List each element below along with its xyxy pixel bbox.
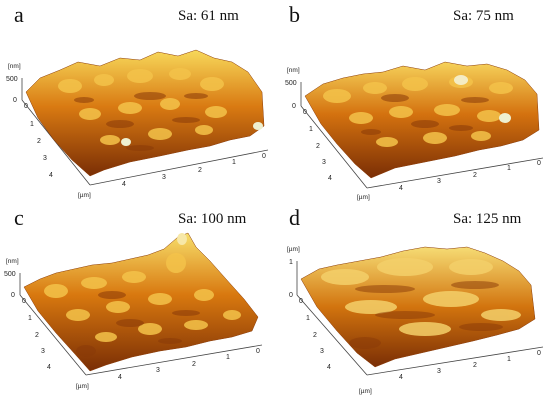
afm-surface-d: [µm] 1 0 0 1 2 3 4 4 3 2 1 0 [µm]: [287, 246, 544, 395]
bottom-tick-3: 3: [156, 367, 160, 374]
z-tick-top: 500: [285, 80, 297, 87]
panel-letter: a: [14, 2, 24, 27]
x-unit-label: [µm]: [357, 194, 370, 201]
bottom-tick-0: 0: [262, 153, 266, 160]
bottom-tick-0: 0: [256, 348, 260, 355]
afm-panel-b: [nm] 500 0 0 1 2 3 4 4 3 2 1 0 [µm] b Sa…: [275, 0, 550, 203]
bottom-tick-2: 2: [473, 362, 477, 369]
z-unit-label: [nm]: [6, 258, 19, 265]
left-tick-3: 3: [320, 348, 324, 355]
bottom-tick-1: 1: [226, 354, 230, 361]
z-tick-bottom: 0: [289, 292, 293, 299]
bottom-tick-4: 4: [118, 374, 122, 381]
afm-surface-a: [nm] 500 0 0 1 2 3 4 4 3 2 1 0 [µm]: [6, 49, 269, 199]
left-tick-2: 2: [313, 332, 317, 339]
afm-surface-c: [nm] 500 0 0 1 2 3 4 4 3 2 1 0 [µm]: [4, 232, 263, 390]
bottom-tick-4: 4: [122, 181, 126, 188]
x-unit-label: [µm]: [359, 388, 372, 395]
bottom-tick-1: 1: [507, 356, 511, 363]
z-tick-bottom: 0: [13, 97, 17, 104]
left-tick-1: 1: [28, 315, 32, 322]
afm-panel-c: [nm] 500 0 0 1 2 3 4 4 3 2 1 0 [µm] c Sa…: [0, 203, 275, 406]
bottom-tick-2: 2: [192, 361, 196, 368]
bottom-tick-3: 3: [437, 368, 441, 375]
left-tick-4: 4: [49, 172, 53, 179]
left-tick-0: 0: [303, 109, 307, 116]
left-tick-3: 3: [41, 348, 45, 355]
sa-value: Sa: 100 nm: [178, 211, 247, 227]
left-tick-4: 4: [47, 364, 51, 371]
bottom-tick-1: 1: [507, 165, 511, 172]
left-tick-0: 0: [24, 103, 28, 110]
left-tick-1: 1: [306, 315, 310, 322]
afm-surface-b: [nm] 500 0 0 1 2 3 4 4 3 2 1 0 [µm]: [285, 61, 544, 201]
z-unit-label: [nm]: [8, 63, 21, 70]
x-unit-label: [µm]: [78, 192, 91, 199]
left-tick-4: 4: [328, 175, 332, 182]
sa-value: Sa: 75 nm: [453, 8, 514, 24]
left-tick-3: 3: [43, 155, 47, 162]
left-tick-2: 2: [316, 143, 320, 150]
afm-panel-d: [µm] 1 0 0 1 2 3 4 4 3 2 1 0 [µm] d Sa: …: [275, 203, 550, 406]
left-tick-1: 1: [309, 126, 313, 133]
left-tick-1: 1: [30, 121, 34, 128]
left-tick-0: 0: [22, 298, 26, 305]
bottom-tick-1: 1: [232, 159, 236, 166]
left-tick-2: 2: [35, 332, 39, 339]
left-tick-0: 0: [299, 298, 303, 305]
bottom-tick-4: 4: [399, 374, 403, 381]
left-tick-4: 4: [327, 364, 331, 371]
panel-letter: d: [289, 205, 300, 230]
z-tick-bottom: 0: [11, 292, 15, 299]
bottom-tick-2: 2: [473, 172, 477, 179]
bottom-tick-0: 0: [537, 160, 541, 167]
bottom-tick-3: 3: [162, 174, 166, 181]
z-unit-label: [µm]: [287, 246, 300, 253]
x-unit-label: [µm]: [76, 383, 89, 390]
bottom-tick-2: 2: [198, 167, 202, 174]
left-tick-3: 3: [322, 159, 326, 166]
z-tick-top: 500: [4, 271, 16, 278]
panel-letter: c: [14, 205, 24, 230]
z-tick-top: 500: [6, 76, 18, 83]
z-tick-bottom: 0: [292, 103, 296, 110]
z-tick-top: 1: [289, 259, 293, 266]
bottom-tick-3: 3: [437, 178, 441, 185]
bottom-tick-4: 4: [399, 185, 403, 192]
sa-value: Sa: 125 nm: [453, 211, 522, 227]
panel-letter: b: [289, 2, 300, 27]
z-unit-label: [nm]: [287, 67, 300, 74]
sa-value: Sa: 61 nm: [178, 8, 239, 24]
left-tick-2: 2: [37, 138, 41, 145]
afm-panel-a: [nm] 500 0 0 1 2 3 4 4 3 2 1 0 [µm] a Sa…: [0, 0, 275, 203]
bottom-tick-0: 0: [537, 350, 541, 357]
